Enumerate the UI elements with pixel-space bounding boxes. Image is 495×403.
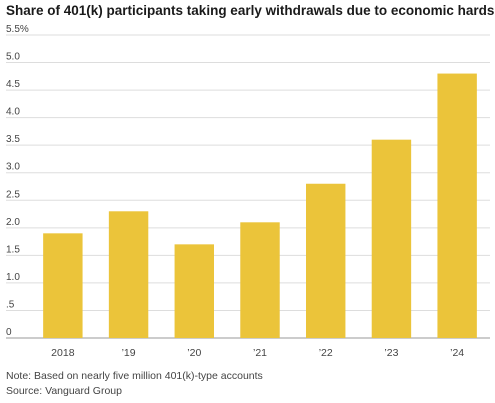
- y-tick-label: 5.0: [6, 52, 20, 63]
- bar: [108, 211, 149, 338]
- y-tick-label: 1.0: [6, 272, 20, 283]
- y-tick-label: .5: [6, 299, 15, 310]
- x-axis-labels: 2018 ’19 ’20 ’21 ’22 ’23 ’24: [51, 347, 464, 359]
- x-tick-label: ’20: [187, 347, 201, 359]
- chart-note: Note: Based on nearly five million 401(k…: [6, 370, 263, 382]
- x-tick-label: 2018: [51, 347, 75, 359]
- bar: [437, 73, 477, 339]
- y-tick-label: 4.5: [6, 79, 20, 90]
- y-tick-label: 0: [6, 327, 12, 338]
- x-tick-label: ’23: [384, 347, 398, 359]
- y-tick-label: 4.0: [6, 107, 20, 118]
- bar: [306, 183, 346, 338]
- y-axis-labels: 0 .5 1.0 1.5 2.0 2.5 3.0 3.5 4.0 4.5 5.0 5.5%: [6, 24, 29, 338]
- chart-source: Source: Vanguard Group: [6, 385, 122, 397]
- y-tick-label: 2.0: [6, 217, 20, 228]
- bar: [240, 222, 280, 338]
- x-tick-label: ’22: [319, 347, 333, 359]
- bar: [43, 233, 83, 338]
- chart-title: Share of 401(k) participants taking earl…: [6, 3, 495, 18]
- y-tick-label: 3.0: [6, 162, 20, 173]
- y-tick-label: 5.5%: [6, 24, 29, 35]
- x-tick-label: ’19: [122, 347, 136, 359]
- bar: [174, 244, 214, 338]
- bar: [371, 139, 412, 338]
- bars: [43, 73, 477, 339]
- x-tick-label: ’21: [253, 347, 267, 359]
- x-tick-label: ’24: [450, 347, 464, 359]
- y-tick-label: 2.5: [6, 189, 20, 200]
- y-tick-label: 1.5: [6, 244, 20, 255]
- y-tick-label: 3.5: [6, 134, 20, 145]
